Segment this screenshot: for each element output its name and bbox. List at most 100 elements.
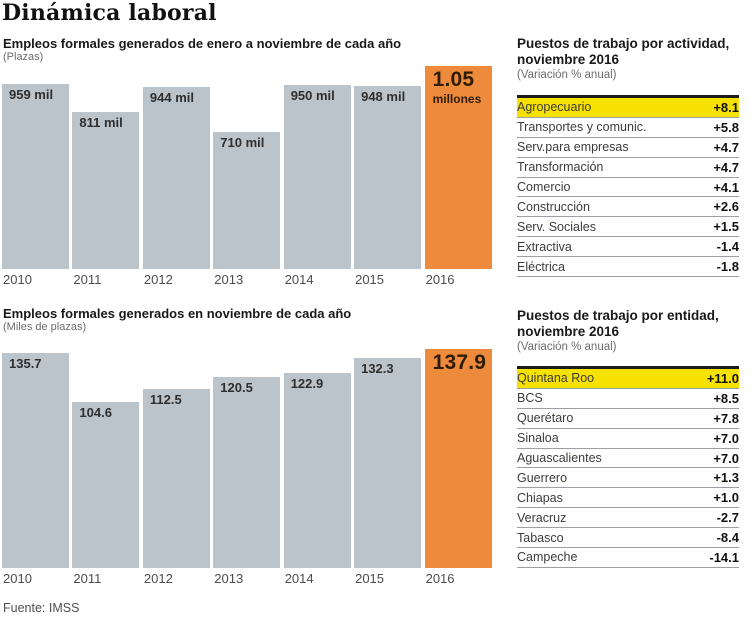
row-value: +7.0 <box>713 430 739 446</box>
table-row: BCS +8.5 <box>517 389 739 409</box>
row-value: +11.0 <box>706 370 739 386</box>
row-value: +1.5 <box>713 219 739 235</box>
row-label: Serv.para empresas <box>517 140 629 155</box>
row-label: Chiapas <box>517 490 563 505</box>
table-row: Sinaloa +7.0 <box>517 429 739 449</box>
bar-2010: 959 mil <box>2 83 69 269</box>
bar-2014: 122.9 <box>283 372 351 568</box>
row-label: BCS <box>517 391 543 406</box>
bar-2013: 120.5 <box>213 376 281 568</box>
table-1-title-line1: Puestos de trabajo por actividad, <box>517 36 730 51</box>
chart-1-x-axis: 2010 2011 2012 2013 2014 2015 2016 <box>2 272 495 288</box>
bar-2010: 135.7 <box>2 352 69 568</box>
bar-2012: 944 mil <box>142 86 210 269</box>
bar-value-unit-label: millones <box>432 92 482 106</box>
row-value: +7.8 <box>713 410 739 426</box>
row-value: +1.3 <box>713 470 739 486</box>
bar-2012: 112.5 <box>142 389 210 568</box>
table-row: Veracruz -2.7 <box>517 508 739 529</box>
bar-value-label: 120.5 <box>220 379 253 395</box>
row-value: -1.4 <box>716 239 739 255</box>
row-label: Tabasco <box>517 530 564 545</box>
bar-value-label: 137.9 <box>432 351 487 374</box>
x-tick-2016: 2016 <box>425 571 455 586</box>
row-label: Aguascalientes <box>517 451 602 465</box>
table-entity: Quintana Roo +11.0 BCS +8.5 Querétaro +7.8 Sin… <box>517 366 739 568</box>
table-row: Chiapas +1.0 <box>517 488 739 509</box>
row-value: -14.1 <box>709 549 739 565</box>
table-1-header: Puestos de trabajo por actividad, noviem… <box>517 36 739 81</box>
row-value: -8.4 <box>716 530 739 546</box>
bar-2013: 710 mil <box>213 131 281 269</box>
table-row: Serv.para empresas +4.7 <box>517 138 739 158</box>
row-label: Serv. Sociales <box>517 219 596 234</box>
row-label: Extractiva <box>517 239 572 254</box>
row-label: Comercio <box>517 180 571 194</box>
x-tick-2013: 2013 <box>214 571 244 586</box>
source-note: Fuente: IMSS <box>3 601 80 615</box>
row-value: +4.7 <box>713 139 739 155</box>
bar-value-label: 959 mil <box>9 86 54 102</box>
row-label: Guerrero <box>517 470 568 485</box>
table-1-title-line2: noviembre 2016 <box>517 51 620 67</box>
bar-value-label: 1.05 <box>432 68 475 91</box>
table-row: Construcción +2.6 <box>517 197 739 218</box>
bar-value-label: 948 mil <box>361 88 406 104</box>
x-tick-2010: 2010 <box>3 571 32 586</box>
row-value: +5.8 <box>713 119 739 135</box>
row-label: Campeche <box>517 550 578 565</box>
table-row: Serv. Sociales +1.5 <box>517 217 739 238</box>
row-label: Construcción <box>517 199 590 214</box>
chart-2-unit-label: (Miles de plazas) <box>3 321 87 333</box>
table-row: Campeche -14.1 <box>517 548 739 568</box>
row-value: +8.5 <box>713 390 739 406</box>
table-row: Guerrero +1.3 <box>517 468 739 489</box>
table-row: Extractiva -1.4 <box>517 237 739 258</box>
table-row: Transformación +4.7 <box>517 158 739 178</box>
bar-2016: 1.05 millones <box>424 66 492 269</box>
x-tick-2010: 2010 <box>3 272 32 287</box>
row-label: Querétaro <box>517 411 574 426</box>
bar-2015: 132.3 <box>354 357 422 568</box>
bar-value-label: 710 mil <box>220 134 265 150</box>
row-value: +7.0 <box>713 450 739 466</box>
bar-value-label: 135.7 <box>9 355 42 371</box>
table-row: Eléctrica -1.8 <box>517 257 739 278</box>
row-value: +4.7 <box>713 159 739 175</box>
chart-1-unit-label: (Plazas) <box>3 51 44 63</box>
x-tick-2014: 2014 <box>284 571 314 586</box>
row-label: Agropecuario <box>517 100 592 115</box>
x-tick-2016: 2016 <box>425 272 455 287</box>
bar-2015: 948 mil <box>354 85 422 269</box>
row-value: +4.1 <box>713 179 739 195</box>
bar-2016: 137.9 <box>424 349 492 568</box>
x-tick-2015: 2015 <box>355 272 385 287</box>
table-row: Querétaro +7.8 <box>517 409 739 429</box>
bar-value-label: 104.6 <box>79 404 112 420</box>
table-2-header: Puestos de trabajo por entidad, noviembr… <box>517 308 739 353</box>
row-value: -2.7 <box>716 510 739 526</box>
bar-2014: 950 mil <box>283 85 351 269</box>
x-tick-2015: 2015 <box>355 571 385 586</box>
row-label: Eléctrica <box>517 259 565 274</box>
chart-2-plot: 135.7 104.6 112.5 120.5 122.9 132.3 137.9 <box>2 347 495 568</box>
bar-value-label: 950 mil <box>290 88 335 104</box>
bar-2011: 811 mil <box>72 112 140 269</box>
chart-1-plot: 959 mil 811 mil 944 mil 710 mil 950 mil 948 m… <box>2 64 495 269</box>
x-tick-2014: 2014 <box>284 272 314 287</box>
row-label: Sinaloa <box>517 431 559 446</box>
row-value: +1.0 <box>713 490 739 506</box>
bar-value-label: 122.9 <box>290 375 324 391</box>
row-value: +2.6 <box>713 199 739 215</box>
table-row: Quintana Roo +11.0 <box>517 369 739 389</box>
row-value: +8.1 <box>713 99 739 115</box>
table-row: Comercio +4.1 <box>517 178 739 198</box>
table-2-note: (Variación % anual) <box>517 341 617 353</box>
x-tick-2013: 2013 <box>214 272 244 287</box>
table-2-title-line2: noviembre 2016 <box>517 323 620 339</box>
table-activity: Agropecuario +8.1 Transportes y comunic. +5… <box>517 95 739 278</box>
row-value: -1.8 <box>716 259 739 275</box>
table-2-title-line1: Puestos de trabajo por entidad, <box>517 308 719 323</box>
table-row: Tabasco -8.4 <box>517 528 739 549</box>
